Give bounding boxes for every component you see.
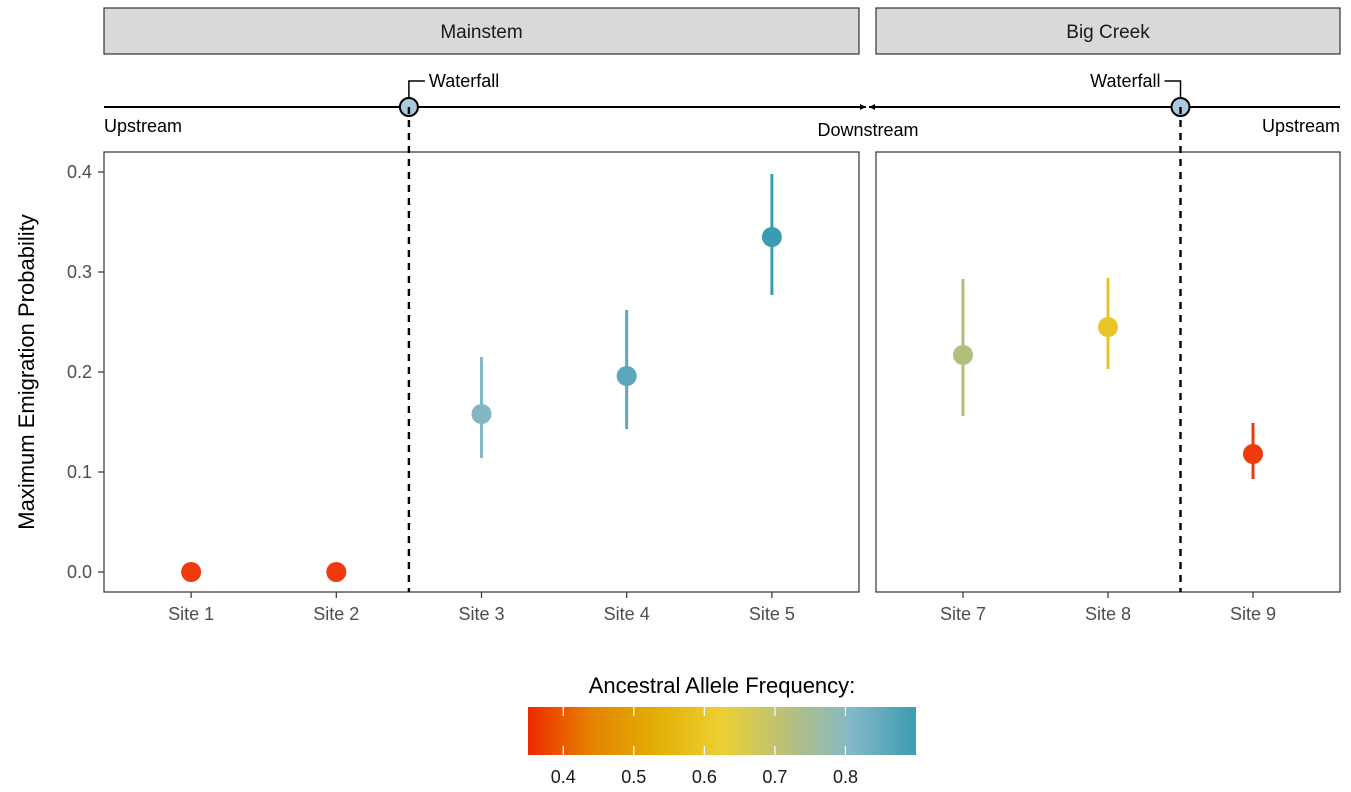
legend-tick-label: 0.6 bbox=[692, 767, 717, 787]
x-tick-label: Site 1 bbox=[168, 604, 214, 624]
legend-tick-label: 0.7 bbox=[762, 767, 787, 787]
downstream-label: Downstream bbox=[817, 120, 918, 140]
x-tick-label: Site 2 bbox=[313, 604, 359, 624]
upstream-label-left: Upstream bbox=[104, 116, 182, 136]
data-point bbox=[761, 227, 782, 247]
data-point bbox=[326, 562, 347, 582]
data-point bbox=[1243, 444, 1263, 464]
x-tick-label: Site 9 bbox=[1230, 604, 1276, 624]
data-point bbox=[616, 366, 637, 386]
legend-title: Ancestral Allele Frequency: bbox=[589, 673, 856, 698]
x-tick-label: Site 5 bbox=[749, 604, 795, 624]
legend-tick-label: 0.8 bbox=[833, 767, 858, 787]
data-point bbox=[1098, 317, 1118, 337]
waterfall-label-left: Waterfall bbox=[429, 71, 499, 91]
waterfall-label-right: Waterfall bbox=[1090, 71, 1160, 91]
panel-border-1 bbox=[875, 151, 1341, 593]
y-tick-label: 0.2 bbox=[67, 362, 92, 382]
x-tick-label: Site 4 bbox=[604, 604, 650, 624]
data-point bbox=[181, 562, 202, 582]
y-tick-label: 0.3 bbox=[67, 262, 92, 282]
facet-strip-1 bbox=[875, 7, 1341, 55]
upstream-label-right: Upstream bbox=[1262, 116, 1340, 136]
data-point bbox=[953, 345, 973, 365]
x-tick-label: Site 8 bbox=[1085, 604, 1131, 624]
waterfall-callout-left bbox=[408, 80, 425, 98]
y-axis-title: Maximum Emigration Probability bbox=[14, 214, 39, 529]
waterfall-callout-right bbox=[1164, 80, 1182, 98]
x-tick-label: Site 7 bbox=[940, 604, 986, 624]
facet-strip-label: Big Creek bbox=[1066, 22, 1150, 43]
legend-colorbar bbox=[528, 707, 916, 755]
y-tick-label: 0.4 bbox=[67, 162, 92, 182]
legend-tick-label: 0.5 bbox=[621, 767, 646, 787]
x-tick-label: Site 3 bbox=[458, 604, 504, 624]
facet-strip-0 bbox=[103, 7, 860, 55]
legend-tick-label: 0.4 bbox=[551, 767, 576, 787]
y-tick-label: 0.1 bbox=[67, 462, 92, 482]
facet-strip-label: Mainstem bbox=[440, 22, 522, 43]
data-point bbox=[471, 404, 492, 424]
y-tick-label: 0.0 bbox=[67, 562, 92, 582]
